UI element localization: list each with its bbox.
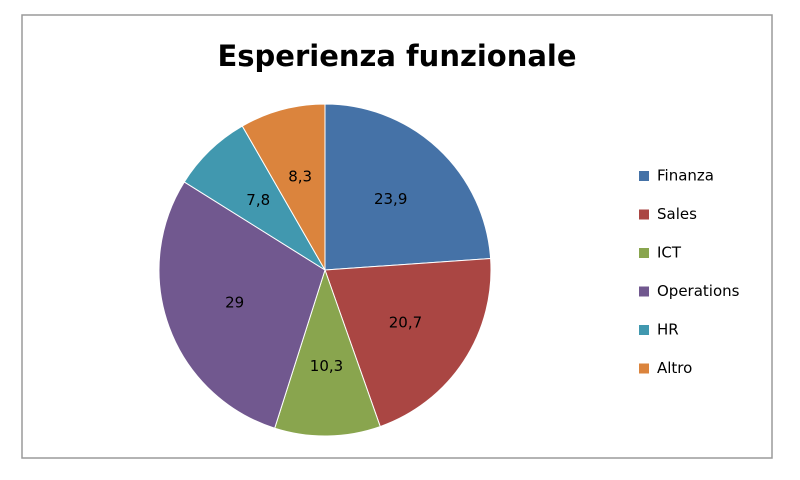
data-label: 8,3 [288, 167, 312, 185]
legend-label: HR [657, 321, 679, 339]
legend-swatch [639, 325, 649, 335]
data-label: 7,8 [246, 191, 270, 209]
pie-slice [274, 268, 381, 437]
chart-title: Esperienza funzionale [217, 39, 576, 73]
legend-swatch [639, 171, 649, 181]
data-label: 10,3 [310, 357, 343, 375]
legend-label: Sales [657, 205, 697, 223]
legend-swatch [639, 286, 649, 297]
pie-slice [324, 258, 492, 428]
data-label: 20,7 [389, 313, 422, 331]
pie-slice [324, 103, 492, 271]
legend-label: Altro [657, 359, 692, 377]
legend-swatch [639, 363, 649, 374]
legend-label: ICT [657, 244, 682, 262]
data-label: 29 [225, 294, 244, 312]
legend-swatch [639, 248, 649, 258]
legend-label: Finanza [657, 167, 714, 185]
pie-slice [158, 181, 326, 429]
legend-swatch [639, 209, 649, 220]
legend-label: Operations [657, 282, 740, 300]
pie-slice [241, 103, 326, 272]
data-label: 23,9 [374, 190, 407, 208]
